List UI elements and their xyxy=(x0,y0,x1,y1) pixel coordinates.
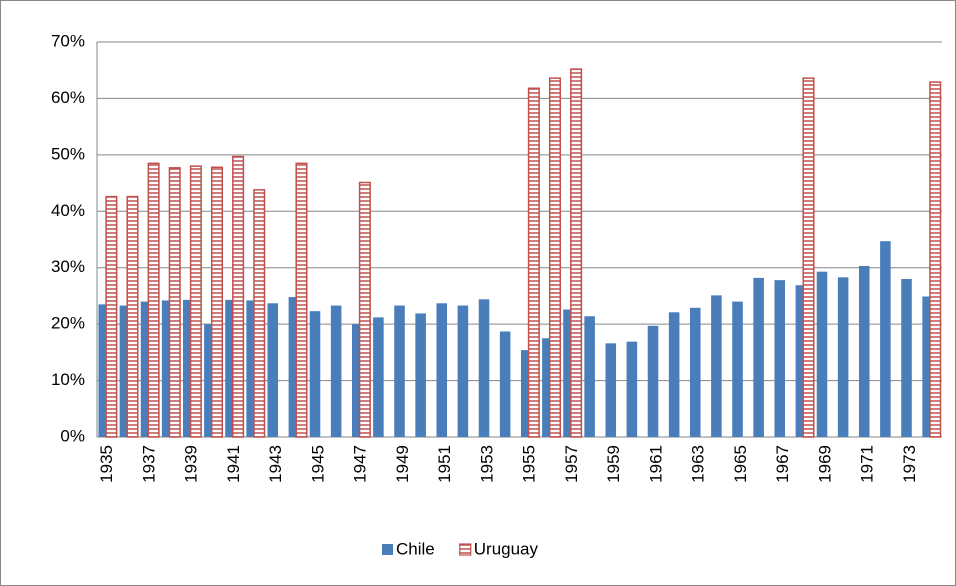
bar xyxy=(253,189,266,438)
bar xyxy=(373,317,384,437)
x-tick-label: 1943 xyxy=(266,445,285,483)
x-tick-label: 1947 xyxy=(351,445,370,483)
bar xyxy=(478,299,490,437)
bar xyxy=(232,155,245,438)
x-tick-label: 1949 xyxy=(393,445,412,483)
legend-swatch xyxy=(459,543,472,556)
bar xyxy=(225,299,236,437)
x-tick-label: 1965 xyxy=(731,445,750,483)
bar xyxy=(204,324,215,437)
x-tick-label: 1973 xyxy=(900,445,919,483)
bar xyxy=(584,316,595,437)
bar xyxy=(901,279,912,437)
bar xyxy=(837,277,849,437)
x-tick-label: 1953 xyxy=(477,445,496,483)
bar xyxy=(668,312,680,437)
bar xyxy=(394,305,405,437)
bar xyxy=(288,297,300,437)
x-tick-label: 1935 xyxy=(97,445,116,483)
bar xyxy=(563,309,574,437)
bar xyxy=(246,300,257,437)
bar xyxy=(802,77,815,438)
bar xyxy=(795,285,807,437)
bar xyxy=(880,241,891,437)
bar xyxy=(457,305,469,437)
bar xyxy=(98,304,110,437)
bar xyxy=(689,307,701,437)
bar xyxy=(499,331,511,437)
bar xyxy=(548,77,562,438)
bar xyxy=(858,266,870,437)
x-tick-label: 1963 xyxy=(689,445,708,483)
legend-swatch xyxy=(382,544,393,555)
x-tick-label: 1959 xyxy=(604,445,623,483)
bar xyxy=(527,87,540,438)
bar xyxy=(436,303,448,437)
bar xyxy=(520,350,532,437)
bar xyxy=(647,325,659,437)
bar xyxy=(542,338,553,437)
x-tick-label: 1967 xyxy=(773,445,792,483)
bar xyxy=(168,167,181,438)
bar xyxy=(415,313,426,437)
y-tick-label: 50% xyxy=(51,144,85,163)
y-tick-label: 10% xyxy=(51,370,85,389)
x-tick-label: 1971 xyxy=(858,445,877,483)
bar xyxy=(126,195,139,438)
bar xyxy=(605,343,617,437)
bar xyxy=(774,280,786,437)
x-tick-label: 1951 xyxy=(435,445,454,483)
legend-label: Chile xyxy=(396,539,435,558)
x-tick-label: 1961 xyxy=(646,445,665,483)
y-tick-label: 70% xyxy=(51,31,85,50)
x-tick-label: 1939 xyxy=(182,445,201,483)
bar xyxy=(182,299,194,437)
bar xyxy=(267,303,279,437)
x-tick-label: 1941 xyxy=(224,445,243,483)
y-tick-label: 0% xyxy=(60,426,85,445)
bar xyxy=(140,301,152,437)
legend-label: Uruguay xyxy=(474,539,539,558)
bar xyxy=(732,301,743,437)
x-tick-label: 1937 xyxy=(139,445,158,483)
bar xyxy=(161,300,173,437)
x-tick-label: 1957 xyxy=(562,445,581,483)
bar xyxy=(816,271,828,437)
y-tick-label: 20% xyxy=(51,314,85,333)
bar xyxy=(309,311,321,437)
y-tick-label: 40% xyxy=(51,201,85,220)
x-tick-label: 1955 xyxy=(520,445,539,483)
bar xyxy=(358,181,371,438)
bar xyxy=(330,305,342,437)
bar xyxy=(189,165,202,438)
bar xyxy=(351,324,363,437)
x-tick-label: 1969 xyxy=(815,445,834,483)
bar xyxy=(753,277,764,437)
y-tick-label: 60% xyxy=(51,88,85,107)
bar xyxy=(711,295,722,437)
x-tick-label: 1945 xyxy=(308,445,327,483)
y-tick-label: 30% xyxy=(51,257,85,276)
bar xyxy=(929,81,942,438)
bar xyxy=(147,162,160,438)
bar xyxy=(626,341,638,437)
bar xyxy=(119,305,131,437)
bar xyxy=(105,195,118,438)
bar xyxy=(570,68,583,438)
bar xyxy=(922,296,933,437)
bar xyxy=(295,162,308,438)
bar xyxy=(210,166,224,438)
